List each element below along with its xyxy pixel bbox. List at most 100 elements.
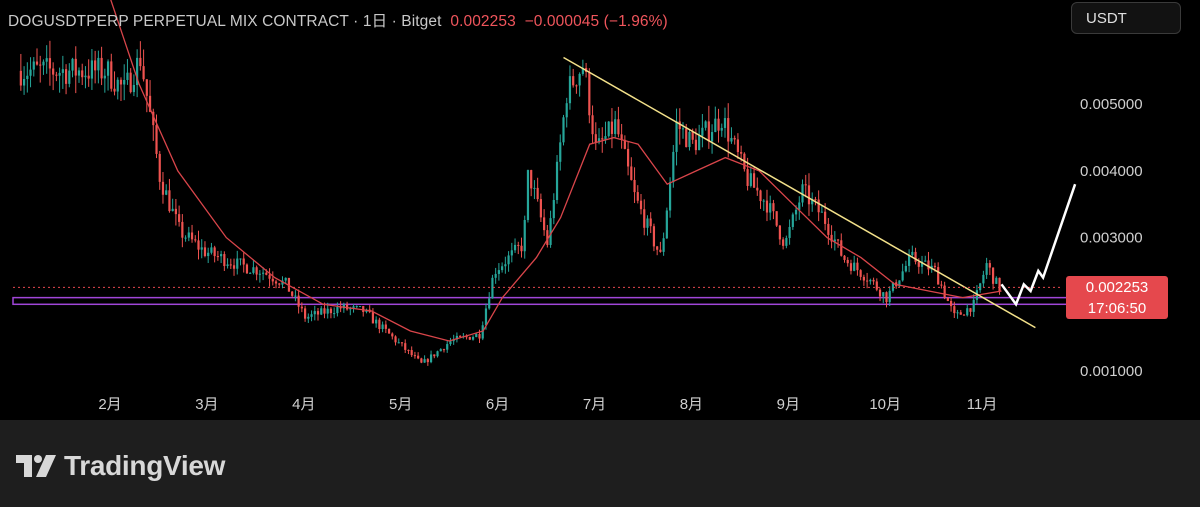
interval-label[interactable]: 1日	[362, 13, 388, 30]
candle-body	[268, 274, 271, 279]
candle	[87, 59, 90, 87]
candle-body	[329, 308, 333, 314]
candle	[68, 63, 71, 88]
candle	[924, 255, 927, 262]
candle-body	[345, 304, 349, 310]
chart-area[interactable]: 0.001000 0.003000 0.004000 0.005000 2月 3月 4月 5…	[0, 0, 1200, 420]
candle-body	[843, 255, 846, 260]
candle-body	[591, 115, 594, 135]
candle	[465, 334, 468, 340]
candle-body	[804, 184, 807, 186]
candle-body	[898, 280, 901, 287]
candle	[904, 260, 907, 273]
candle	[630, 157, 633, 181]
candle-body	[71, 58, 74, 71]
candle	[397, 338, 400, 344]
candle	[727, 103, 730, 158]
candle-body	[213, 247, 216, 257]
candle-body	[681, 128, 685, 130]
candle	[74, 46, 77, 94]
candle-body	[258, 273, 261, 275]
candle	[316, 307, 320, 321]
candle-body	[668, 182, 672, 211]
chart-canvas[interactable]: 0.001000 0.003000 0.004000 0.005000 2月 3月 4月 5…	[0, 0, 1200, 420]
candle-body	[920, 261, 924, 267]
candle	[446, 340, 449, 353]
candle	[972, 294, 975, 318]
time-axis[interactable]: 2月 3月 4月 5月 6月 7月 8月 9月 10月 11月	[98, 396, 997, 413]
candle-body	[439, 349, 442, 352]
candle	[652, 223, 656, 252]
candle-body	[300, 306, 303, 309]
candle	[985, 257, 988, 279]
candle	[878, 288, 882, 302]
candle-body	[394, 336, 397, 343]
candle-body	[407, 349, 410, 351]
candle	[71, 57, 74, 78]
candle	[77, 67, 81, 83]
candle-body	[801, 184, 804, 203]
candle-body	[785, 237, 788, 246]
candle-body	[61, 69, 64, 73]
candle-body	[937, 267, 940, 285]
candle	[559, 134, 562, 171]
candle-body	[782, 239, 785, 246]
currency-button[interactable]: USDT	[1071, 2, 1181, 34]
candle-body	[656, 246, 659, 250]
candle-body	[410, 350, 413, 356]
candle-body	[249, 272, 252, 274]
candle	[979, 282, 982, 293]
candle-body	[917, 261, 920, 267]
candle	[782, 237, 785, 250]
trendline[interactable]	[563, 56, 1036, 329]
candle-body	[48, 58, 52, 69]
candle	[232, 258, 236, 276]
candle	[52, 62, 55, 91]
candle	[788, 219, 791, 245]
candle-body	[168, 190, 171, 212]
candle-body	[106, 61, 110, 76]
candle	[39, 55, 42, 83]
candle	[26, 62, 29, 93]
candle	[488, 292, 491, 310]
candle	[681, 122, 685, 139]
candle	[798, 196, 801, 220]
candle-body	[417, 355, 420, 359]
candle	[258, 270, 261, 283]
candle	[668, 177, 672, 218]
candle-body	[979, 283, 982, 291]
price-axis[interactable]: 0.001000 0.003000 0.004000 0.005000	[1080, 96, 1143, 380]
candle	[323, 302, 326, 319]
candle	[58, 67, 61, 93]
candle-body	[759, 190, 762, 202]
candle-body	[714, 118, 717, 133]
candle-body	[665, 210, 668, 239]
candle	[475, 333, 478, 338]
candle	[620, 123, 623, 149]
candle	[504, 256, 507, 274]
candle	[956, 309, 959, 319]
candle-body	[559, 142, 562, 162]
candle-body	[866, 280, 869, 282]
y-tick-label: 0.004000	[1080, 163, 1143, 180]
candle	[675, 108, 678, 166]
candle-body	[148, 95, 152, 112]
candle	[371, 308, 375, 324]
candle	[982, 270, 985, 288]
candle	[184, 235, 187, 242]
candle-body	[875, 281, 878, 290]
candle-body	[501, 266, 504, 271]
candle-body	[578, 73, 581, 86]
candle	[336, 302, 339, 317]
candle	[811, 192, 814, 212]
candle	[927, 251, 930, 276]
candle	[966, 304, 969, 317]
candle	[355, 305, 358, 309]
tradingview-brand[interactable]: TradingView	[16, 446, 225, 486]
candle	[633, 167, 636, 204]
candle	[523, 215, 526, 259]
candle-body	[620, 134, 623, 140]
candle-body	[307, 316, 310, 319]
candle-body	[174, 208, 177, 215]
candle-body	[995, 277, 998, 284]
